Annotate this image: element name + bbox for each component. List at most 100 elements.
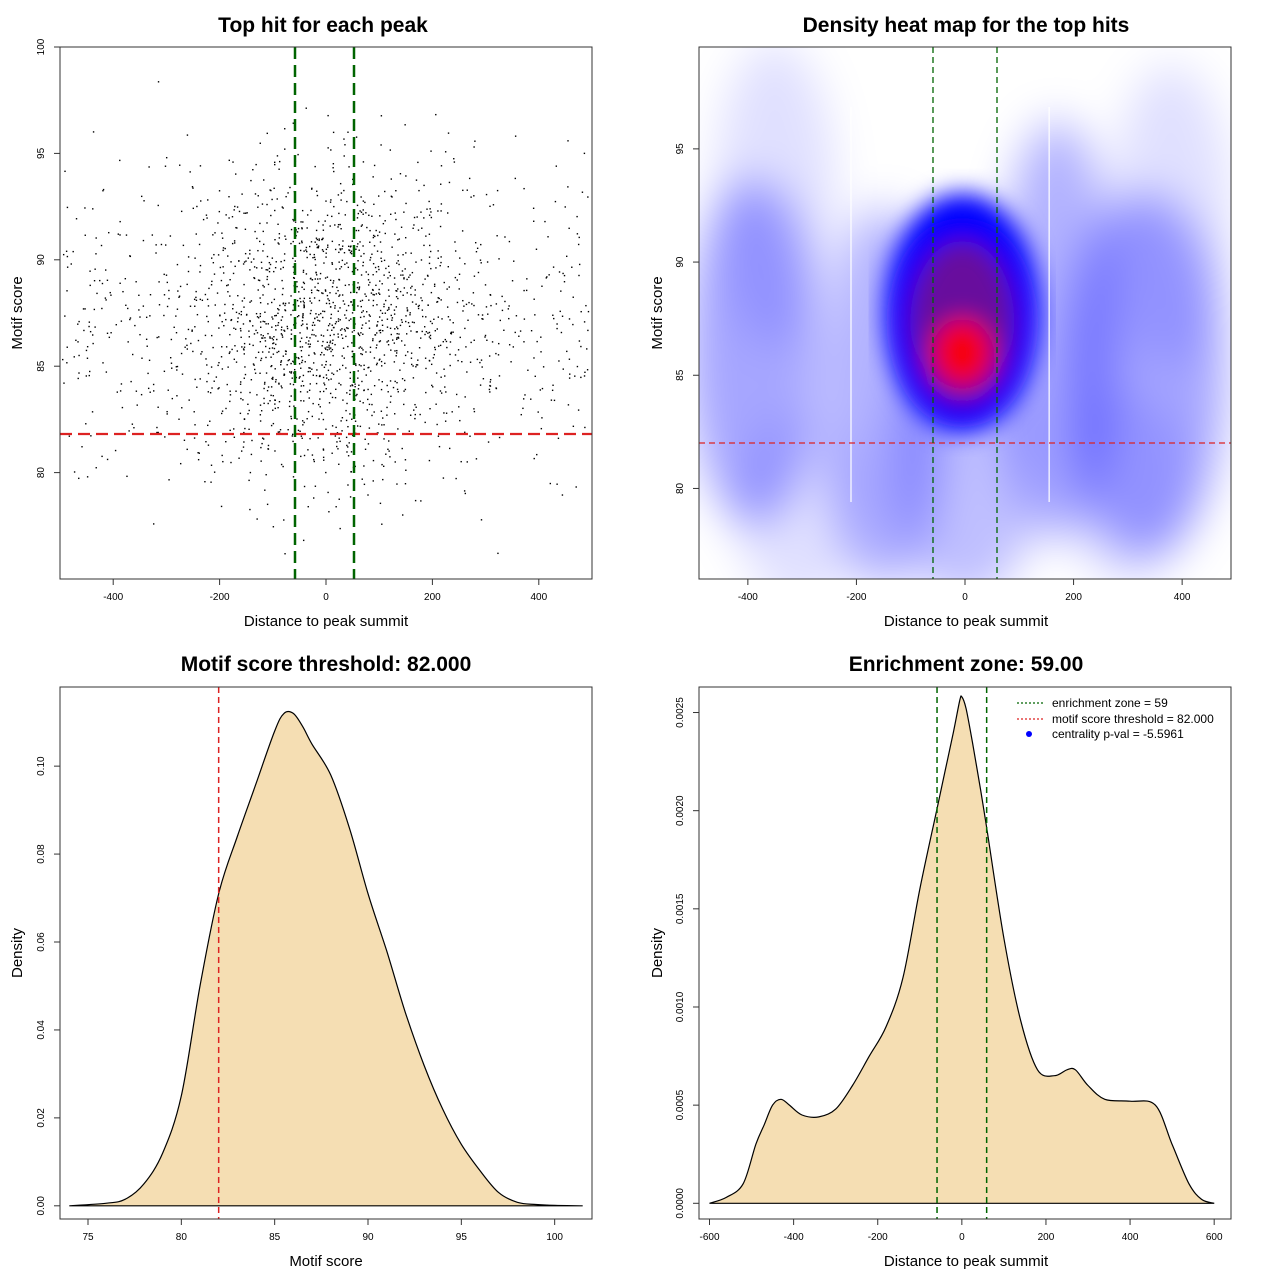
- scatter-point: [470, 196, 472, 198]
- scatter-point: [265, 345, 267, 348]
- scatter-point: [393, 342, 396, 344]
- scatter-point: [266, 269, 269, 271]
- scatter-point: [396, 326, 398, 328]
- scatter-point: [404, 483, 407, 485]
- scatter-point: [415, 303, 417, 305]
- scatter-point: [379, 241, 382, 243]
- scatter-point: [371, 288, 374, 291]
- scatter-point: [260, 357, 263, 360]
- x-tick-label: -600: [700, 1232, 720, 1243]
- scatter-point: [259, 302, 262, 304]
- scatter-point: [447, 316, 450, 318]
- scatter-point: [206, 298, 209, 301]
- scatter-point: [153, 390, 155, 392]
- scatter-point: [84, 308, 86, 310]
- scatter-point: [221, 410, 224, 412]
- scatter-point: [344, 314, 346, 316]
- scatter-point: [358, 347, 360, 349]
- scatter-point: [275, 325, 277, 327]
- scatter-point: [370, 292, 373, 294]
- scatter-point: [189, 305, 192, 307]
- scatter-point: [281, 387, 283, 389]
- scatter-point: [274, 407, 277, 410]
- scatter-point: [265, 356, 267, 359]
- scatter-point: [459, 419, 461, 422]
- scatter-point: [120, 320, 123, 322]
- scatter-point: [307, 370, 309, 373]
- scatter-point: [338, 382, 340, 385]
- scatter-point: [294, 260, 296, 262]
- scatter-point: [362, 213, 364, 215]
- scatter-point: [397, 327, 399, 330]
- scatter-point: [547, 236, 549, 238]
- scatter-point: [382, 417, 384, 419]
- scatter-point: [384, 312, 387, 314]
- scatter-point: [260, 359, 262, 362]
- scatter-point: [401, 340, 403, 342]
- scatter-point: [259, 341, 262, 343]
- scatter-point: [279, 429, 282, 431]
- scatter-point: [318, 320, 321, 322]
- scatter-point: [284, 309, 287, 312]
- scatter-point: [65, 250, 68, 253]
- scatter-point: [260, 326, 262, 328]
- scatter-point: [247, 403, 249, 406]
- scatter-point: [234, 345, 236, 347]
- scatter-point: [330, 378, 332, 380]
- scatter-point: [413, 224, 415, 226]
- scatter-point: [283, 253, 286, 255]
- scatter-point: [311, 324, 314, 327]
- scatter-point: [372, 262, 375, 265]
- scatter-point: [314, 317, 316, 320]
- scatter-point: [358, 364, 361, 366]
- scatter-point: [360, 255, 362, 257]
- scatter-point: [440, 183, 442, 185]
- scatter-point: [556, 327, 558, 330]
- scatter-point: [460, 460, 462, 463]
- scatter-point: [325, 428, 327, 430]
- scatter-point: [247, 413, 249, 415]
- scatter-point: [432, 386, 434, 388]
- scatter-point: [66, 206, 69, 209]
- scatter-point: [365, 322, 367, 324]
- legend-centrality-label: centrality p-val = -5.5961: [1052, 727, 1184, 741]
- scatter-point: [276, 198, 278, 200]
- scatter-point: [99, 279, 101, 282]
- scatter-point: [520, 413, 522, 416]
- scatter-point: [194, 305, 196, 307]
- scatter-point: [390, 195, 393, 198]
- scatter-point: [399, 290, 402, 293]
- scatter-point: [234, 265, 236, 268]
- scatter-point: [100, 244, 103, 247]
- scatter-point: [514, 331, 516, 334]
- scatter-point: [323, 366, 326, 369]
- scatter-point: [411, 285, 413, 288]
- scatter-point: [267, 448, 270, 450]
- scatter-point: [378, 379, 380, 381]
- scatter-point: [311, 333, 313, 336]
- scatter-point: [278, 237, 281, 239]
- scatter-point: [209, 392, 212, 394]
- scatter-point: [199, 165, 202, 167]
- scatter-point: [314, 241, 316, 243]
- scatter-point: [443, 281, 445, 284]
- scatter-point: [239, 327, 242, 330]
- scatter-point: [448, 447, 451, 450]
- scatter-point: [290, 329, 293, 331]
- scatter-point: [341, 248, 343, 250]
- scatter-point: [553, 317, 555, 320]
- scatter-point: [171, 367, 173, 369]
- scatter-point: [355, 248, 357, 250]
- scatter-point: [335, 321, 338, 323]
- scatter-point: [339, 182, 342, 185]
- scatter-point: [367, 367, 369, 369]
- scatter-point: [537, 411, 539, 413]
- scatter-point: [345, 367, 347, 369]
- scatter-point: [202, 218, 205, 221]
- scatter-point: [187, 256, 190, 258]
- scatter-point: [291, 433, 294, 436]
- scatter-point: [499, 319, 501, 322]
- scatter-point: [389, 380, 392, 382]
- scatter-point: [405, 315, 407, 317]
- scatter-point: [471, 303, 473, 305]
